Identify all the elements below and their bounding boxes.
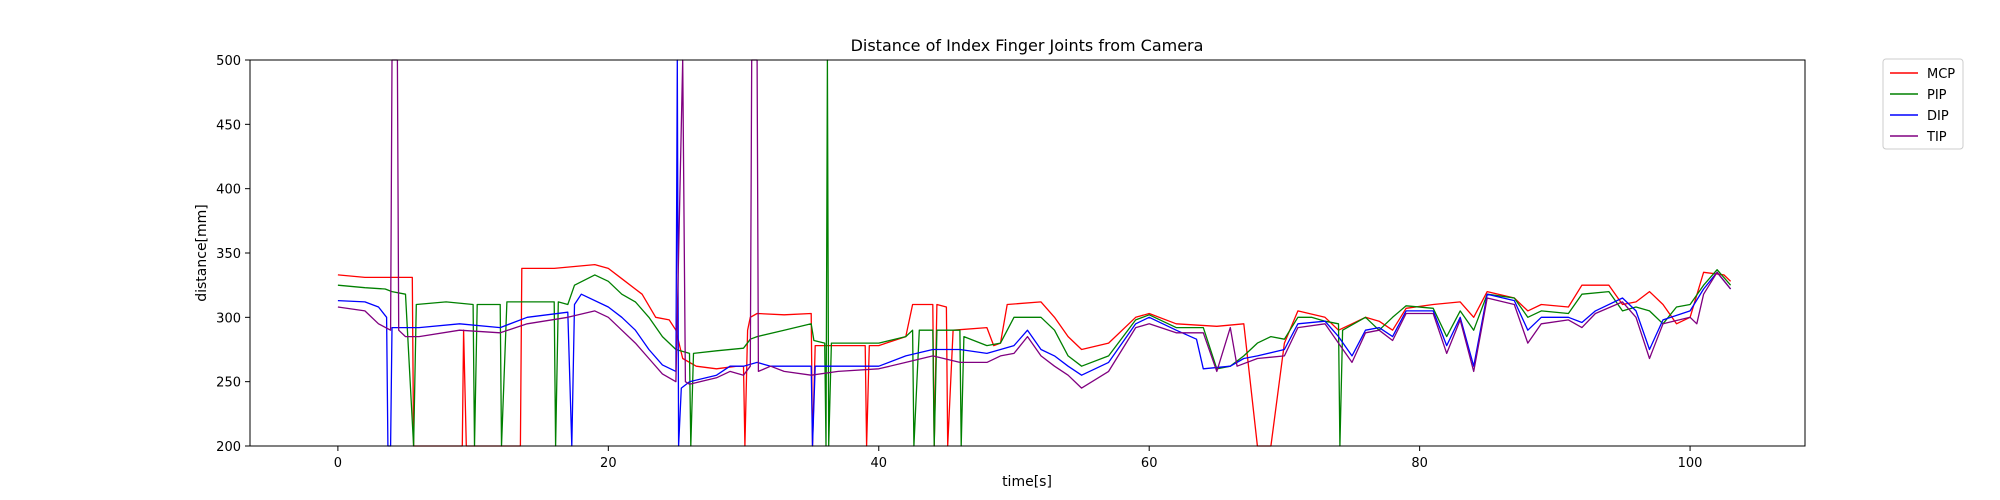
y-tick-label: 250 xyxy=(216,376,241,391)
x-tick-label: 60 xyxy=(1141,456,1158,471)
y-tick-label: 450 xyxy=(216,118,241,133)
series-layer xyxy=(337,59,1732,447)
y-tick-label: 300 xyxy=(216,311,241,326)
x-tick-label: 100 xyxy=(1678,456,1703,471)
series-line-dip xyxy=(337,59,1732,447)
legend-label-pip: PIP xyxy=(1927,88,1947,103)
series-line-pip xyxy=(337,59,1732,447)
y-tick-label: 400 xyxy=(216,183,241,198)
y-tick-label: 500 xyxy=(216,54,241,69)
plot-area xyxy=(249,59,1806,447)
y-axis-ticks: 200 250 300 350 400 450 500 xyxy=(216,54,250,455)
legend: MCP PIP DIP TIP xyxy=(1882,58,1964,150)
plot-frame xyxy=(250,60,1805,446)
y-axis-label: distance[mm] xyxy=(194,204,210,302)
series-line-tip xyxy=(337,59,1732,389)
legend-label-mcp: MCP xyxy=(1927,67,1955,82)
x-tick-label: 20 xyxy=(600,456,617,471)
y-tick-label: 200 xyxy=(216,440,241,455)
chart-title: Distance of Index Finger Joints from Cam… xyxy=(851,36,1204,55)
legend-label-tip: TIP xyxy=(1926,130,1947,145)
series-line-mcp xyxy=(337,263,1732,447)
x-tick-label: 80 xyxy=(1411,456,1428,471)
x-tick-label: 0 xyxy=(334,456,342,471)
legend-box xyxy=(1882,58,1964,150)
x-axis-ticks: 0 20 40 60 80 100 xyxy=(334,446,1703,471)
x-tick-label: 40 xyxy=(870,456,887,471)
legend-label-dip: DIP xyxy=(1927,109,1949,124)
x-axis-label: time[s] xyxy=(1002,474,1052,490)
y-tick-label: 350 xyxy=(216,247,241,262)
